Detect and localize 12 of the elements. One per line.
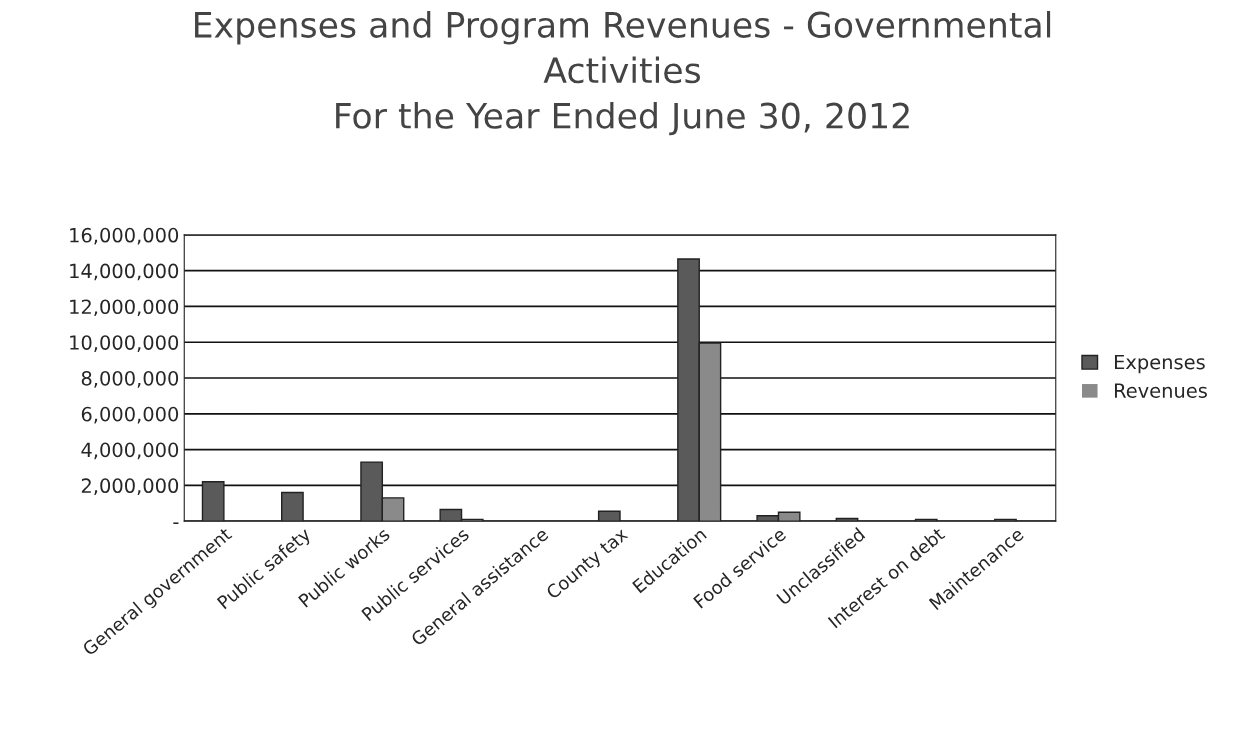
y-tick-label: 8,000,000 xyxy=(81,370,179,388)
y-tick-label: - xyxy=(173,522,179,524)
chart-title: Expenses and Program Revenues - Governmental Activities For the Year Ended June 30, 2012 xyxy=(195,11,1051,136)
y-tick-label: 10,000,000 xyxy=(70,335,179,352)
y-tick-label: 4,000,000 xyxy=(81,442,179,460)
y-tick-label: 2,000,000 xyxy=(81,478,179,496)
y-tick-label: 14,000,000 xyxy=(70,263,179,281)
y-tick-label: 16,000,000 xyxy=(70,227,179,245)
legend-label: Expenses xyxy=(1114,354,1205,374)
legend-label: Revenues xyxy=(1114,383,1207,398)
y-tick-label: 6,000,000 xyxy=(81,406,179,424)
y-tick-label: 12,000,000 xyxy=(70,299,179,317)
